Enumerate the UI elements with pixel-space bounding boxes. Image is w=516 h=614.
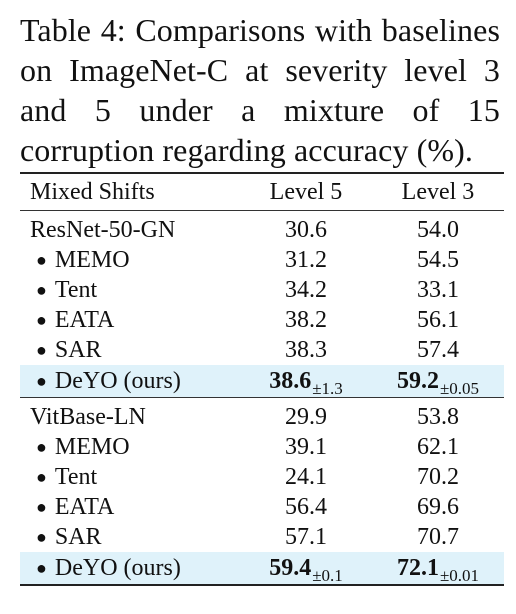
top-rule [20, 172, 504, 174]
level5-value: 38.3 [285, 336, 327, 363]
table-row: ● SAR 57.1 70.7 [20, 522, 504, 552]
level3-std: ±0.01 [439, 565, 480, 585]
bullet-icon: ● [36, 370, 47, 391]
table-caption: Table 4: Comparisons with baselines on I… [20, 12, 500, 168]
level5-value: 34.2 [285, 276, 327, 303]
level3-value: 59.2 [396, 367, 439, 394]
level3-value: 70.7 [417, 523, 459, 550]
table-row-ours: ● DeYO (ours) 38.6±1.3 59.2±0.05 [20, 365, 504, 398]
level5-std: ±0.1 [312, 565, 343, 585]
bullet-icon: ● [36, 279, 47, 300]
level3-value: 54.5 [417, 246, 459, 273]
level5-value: 56.4 [285, 493, 327, 520]
group-rule [20, 397, 504, 398]
results-table: Mixed Shifts Level 5 Level 3 ResNet-50-G… [20, 172, 504, 586]
bullet-icon: ● [36, 496, 47, 517]
base-model-name: VitBase-LN [30, 403, 146, 430]
table-row: ● EATA 38.2 56.1 [20, 305, 504, 335]
level3-value: 56.1 [417, 306, 459, 333]
base-model-name: ResNet-50-GN [30, 216, 176, 243]
level5-value: 24.1 [285, 463, 327, 490]
level3-value: 54.0 [417, 216, 459, 243]
table-row-ours: ● DeYO (ours) 59.4±0.1 72.1±0.01 [20, 552, 504, 585]
level3-value: 33.1 [417, 276, 459, 303]
level3-std: ±0.05 [439, 378, 480, 398]
bullet-icon: ● [36, 466, 47, 487]
method-name: DeYO (ours) [54, 367, 181, 394]
table-row: ● EATA 56.4 69.6 [20, 492, 504, 522]
level3-value: 70.2 [417, 463, 459, 490]
header-mixed-shifts: Mixed Shifts [30, 178, 155, 205]
header-level5: Level 5 [269, 178, 343, 205]
bullet-icon: ● [36, 526, 47, 547]
bullet-icon: ● [36, 339, 47, 360]
method-name: EATA [54, 306, 115, 333]
method-name: EATA [54, 493, 115, 520]
method-name: MEMO [54, 433, 130, 460]
level5-value: 57.1 [285, 523, 327, 550]
header-rule [20, 210, 504, 211]
method-name: DeYO (ours) [54, 554, 181, 581]
table-row: ● Tent 24.1 70.2 [20, 462, 504, 492]
level5-value: 31.2 [285, 246, 327, 273]
level5-std: ±1.3 [312, 378, 343, 398]
level5-value: 59.4 [269, 554, 312, 581]
level5-value: 38.6 [269, 367, 312, 394]
table-row: ● Tent 34.2 33.1 [20, 275, 504, 305]
level5-value: 29.9 [285, 403, 327, 430]
bullet-icon: ● [36, 436, 47, 457]
level3-value: 53.8 [417, 403, 459, 430]
table-row: ● MEMO 31.2 54.5 [20, 245, 504, 275]
level3-value: 62.1 [417, 433, 459, 460]
table-row: ● MEMO 39.1 62.1 [20, 432, 504, 462]
table-row-base: ResNet-50-GN 30.6 54.0 [20, 215, 504, 245]
level5-value: 38.2 [285, 306, 327, 333]
method-name: SAR [54, 523, 102, 550]
level5-value: 39.1 [285, 433, 327, 460]
method-name: SAR [54, 336, 102, 363]
table-row: ● SAR 38.3 57.4 [20, 335, 504, 365]
bullet-icon: ● [36, 557, 47, 578]
table-row-base: VitBase-LN 29.9 53.8 [20, 402, 504, 432]
level3-value: 72.1 [396, 554, 439, 581]
method-name: Tent [54, 463, 98, 490]
header-row: Mixed Shifts Level 5 Level 3 [20, 174, 504, 210]
level5-value: 30.6 [285, 216, 327, 243]
level3-value: 57.4 [417, 336, 459, 363]
bullet-icon: ● [36, 309, 47, 330]
bullet-icon: ● [36, 249, 47, 270]
level3-value: 69.6 [417, 493, 459, 520]
header-level3: Level 3 [401, 178, 475, 205]
method-name: MEMO [54, 246, 130, 273]
bottom-rule [20, 584, 504, 586]
method-name: Tent [54, 276, 98, 303]
